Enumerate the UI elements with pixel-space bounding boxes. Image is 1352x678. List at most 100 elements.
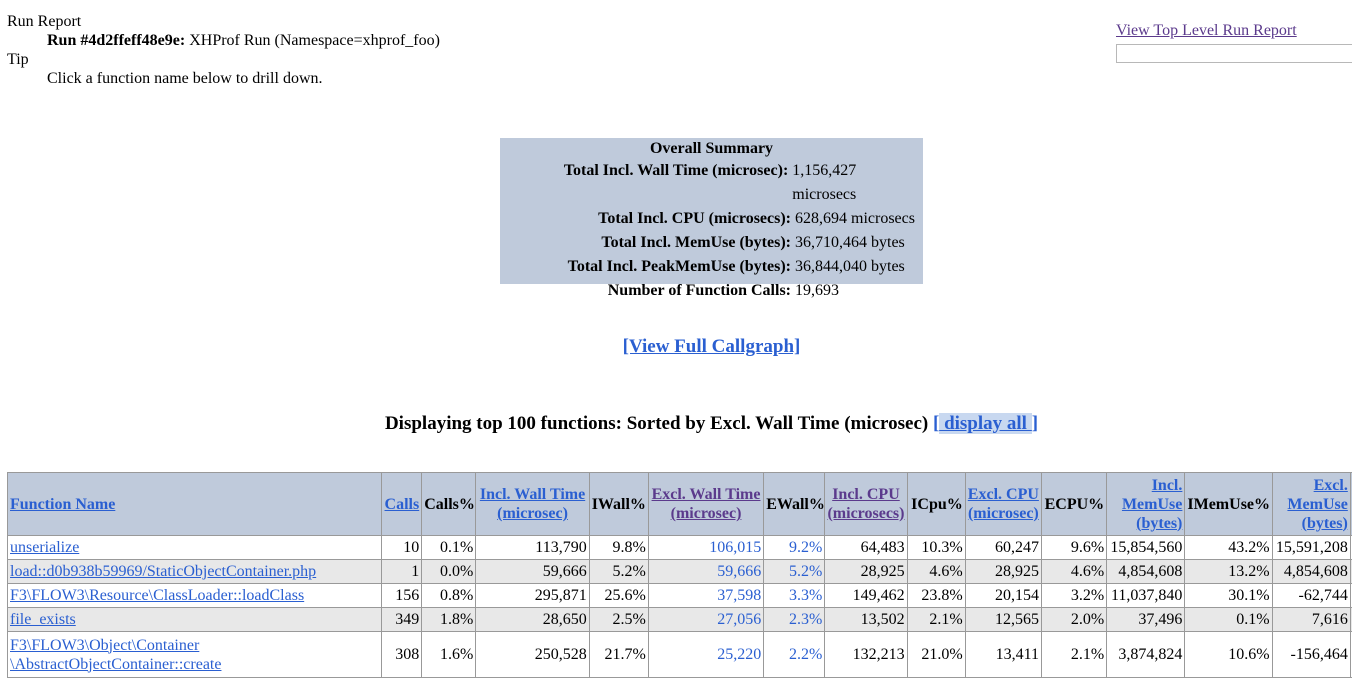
header-text: ECPU% [1045, 496, 1105, 513]
top-level-input[interactable] [1116, 44, 1352, 63]
summary-row: Total Incl. MemUse (bytes): 36,710,464 b… [500, 231, 923, 255]
table-cell: 1.6% [422, 632, 476, 678]
header-text: IMemUse% [1187, 496, 1270, 513]
table-cell: 3.3% [764, 584, 825, 608]
function-name-text: unserialize [10, 539, 79, 556]
summary-label: Number of Function Calls: [500, 279, 791, 303]
column-header-11[interactable]: Incl.MemUse(bytes) [1107, 473, 1185, 536]
display-text: Displaying top 100 functions: Sorted by … [385, 413, 928, 434]
column-header-13[interactable]: Excl.MemUse(bytes) [1272, 473, 1350, 536]
run-description: Run #4d2ffeff48e9e: XHProf Run (Namespac… [7, 31, 440, 50]
display-heading: Displaying top 100 functions: Sorted by … [0, 413, 1352, 435]
function-link[interactable]: file_exists [10, 611, 76, 628]
function-name-text: \AbstractObjectContainer::create [10, 656, 221, 673]
function-link[interactable]: F3\FLOW3\Object\Container\AbstractObject… [10, 637, 221, 673]
sort-link[interactable]: Excl. CPU(microsec) [968, 486, 1039, 522]
header-text: IWall% [592, 496, 646, 513]
table-cell: 13,411 [965, 632, 1041, 678]
table-cell: 21.0% [907, 632, 965, 678]
sort-link[interactable]: Function Name [10, 496, 115, 513]
function-link[interactable]: unserialize [10, 539, 79, 556]
function-link[interactable]: F3\FLOW3\Resource\ClassLoader::loadClass [10, 587, 304, 604]
column-label: ICpu% [911, 496, 963, 513]
table-cell: 1 [382, 560, 422, 584]
table-cell: 25.6% [589, 584, 648, 608]
table-cell: 349 [382, 608, 422, 632]
table-cell: 7,616 [1272, 608, 1350, 632]
table-cell: 9.2% [764, 536, 825, 560]
table-cell: 59,666 [648, 560, 763, 584]
sort-link[interactable]: Calls [385, 496, 420, 513]
callgraph-container: [View Full Callgraph] [0, 336, 1352, 358]
summary-label: Total Incl. MemUse (bytes): [500, 231, 791, 255]
view-top-level-run-report-link[interactable]: View Top Level Run Report [1116, 22, 1297, 40]
table-cell: 1.8% [422, 608, 476, 632]
table-cell: 132,213 [825, 632, 907, 678]
column-header-7[interactable]: Incl. CPU(microsecs) [825, 473, 907, 536]
column-header-0[interactable]: Function Name [8, 473, 382, 536]
summary-value: 36,710,464 bytes [791, 231, 905, 255]
table-cell: 149,462 [825, 584, 907, 608]
header-text: Excl. CPU [968, 486, 1039, 503]
display-all-link[interactable]: [ display all ] [933, 413, 1038, 434]
table-cell: 28,925 [965, 560, 1041, 584]
column-header-12: IMemUse% [1185, 473, 1272, 536]
table-cell: 4,854,608 [1107, 560, 1185, 584]
table-cell: 2.3% [764, 608, 825, 632]
overall-summary: Overall Summary Total Incl. Wall Time (m… [500, 138, 923, 284]
header-text: Calls% [424, 496, 475, 513]
header-text: Function Name [10, 496, 115, 513]
table-cell: 10.6% [1185, 632, 1272, 678]
header-text: (microsec) [497, 505, 568, 522]
sort-link[interactable]: Incl. CPU(microsecs) [827, 486, 904, 522]
column-label: IMemUse% [1187, 496, 1270, 513]
table-cell: 10.3% [907, 536, 965, 560]
function-link[interactable]: load::d0b938b59969/StaticObjectContainer… [10, 563, 316, 580]
table-cell: 28,650 [476, 608, 589, 632]
display-all-text: display all [939, 413, 1031, 434]
view-full-callgraph-link[interactable]: [View Full Callgraph] [623, 336, 801, 357]
sort-link[interactable]: Incl. Wall Time(microsec) [480, 486, 585, 522]
table-cell: 64,483 [825, 536, 907, 560]
table-cell: 37,496 [1107, 608, 1185, 632]
header-text: EWall% [766, 496, 825, 513]
table-cell: 30.1% [1185, 584, 1272, 608]
tip-label: Tip [7, 50, 440, 69]
column-header-5[interactable]: Excl. Wall Time(microsec) [648, 473, 763, 536]
summary-row: Number of Function Calls: 19,693 [500, 279, 923, 303]
table-cell: 21.7% [589, 632, 648, 678]
table-cell: 13,502 [825, 608, 907, 632]
function-name-cell: F3\FLOW3\Resource\ClassLoader::loadClass [8, 584, 382, 608]
sort-link[interactable]: Excl.MemUse(bytes) [1287, 477, 1347, 532]
table-row: F3\FLOW3\Resource\ClassLoader::loadClass… [8, 584, 1352, 608]
table-cell: 28,925 [825, 560, 907, 584]
column-header-3[interactable]: Incl. Wall Time(microsec) [476, 473, 589, 536]
run-namespace: XHProf Run (Namespace=xhprof_foo) [189, 32, 440, 49]
column-header-4: IWall% [589, 473, 648, 536]
column-header-8: ICpu% [907, 473, 965, 536]
column-label: ECPU% [1045, 496, 1105, 513]
table-cell: 5.2% [764, 560, 825, 584]
table-cell: 27,056 [648, 608, 763, 632]
table-cell: 0.1% [1185, 608, 1272, 632]
header-text: (microsec) [671, 505, 742, 522]
header-text: Incl. CPU [832, 486, 900, 503]
header-text: MemUse [1122, 496, 1182, 513]
table-cell: 0.0% [422, 560, 476, 584]
column-header-6: EWall% [764, 473, 825, 536]
table-row: F3\FLOW3\Object\Container\AbstractObject… [8, 632, 1352, 678]
run-id: Run #4d2ffeff48e9e: [47, 32, 185, 49]
table-row: load::d0b938b59969/StaticObjectContainer… [8, 560, 1352, 584]
table-cell: 13.2% [1185, 560, 1272, 584]
summary-value: 36,844,040 bytes [791, 255, 905, 279]
column-header-9[interactable]: Excl. CPU(microsec) [965, 473, 1041, 536]
table-cell: 0.8% [422, 584, 476, 608]
column-header-1[interactable]: Calls [382, 473, 422, 536]
table-cell: 10 [382, 536, 422, 560]
sort-link[interactable]: Excl. Wall Time(microsec) [652, 486, 761, 522]
function-name-cell: F3\FLOW3\Object\Container\AbstractObject… [8, 632, 382, 678]
sort-link[interactable]: Incl.MemUse(bytes) [1122, 477, 1182, 532]
